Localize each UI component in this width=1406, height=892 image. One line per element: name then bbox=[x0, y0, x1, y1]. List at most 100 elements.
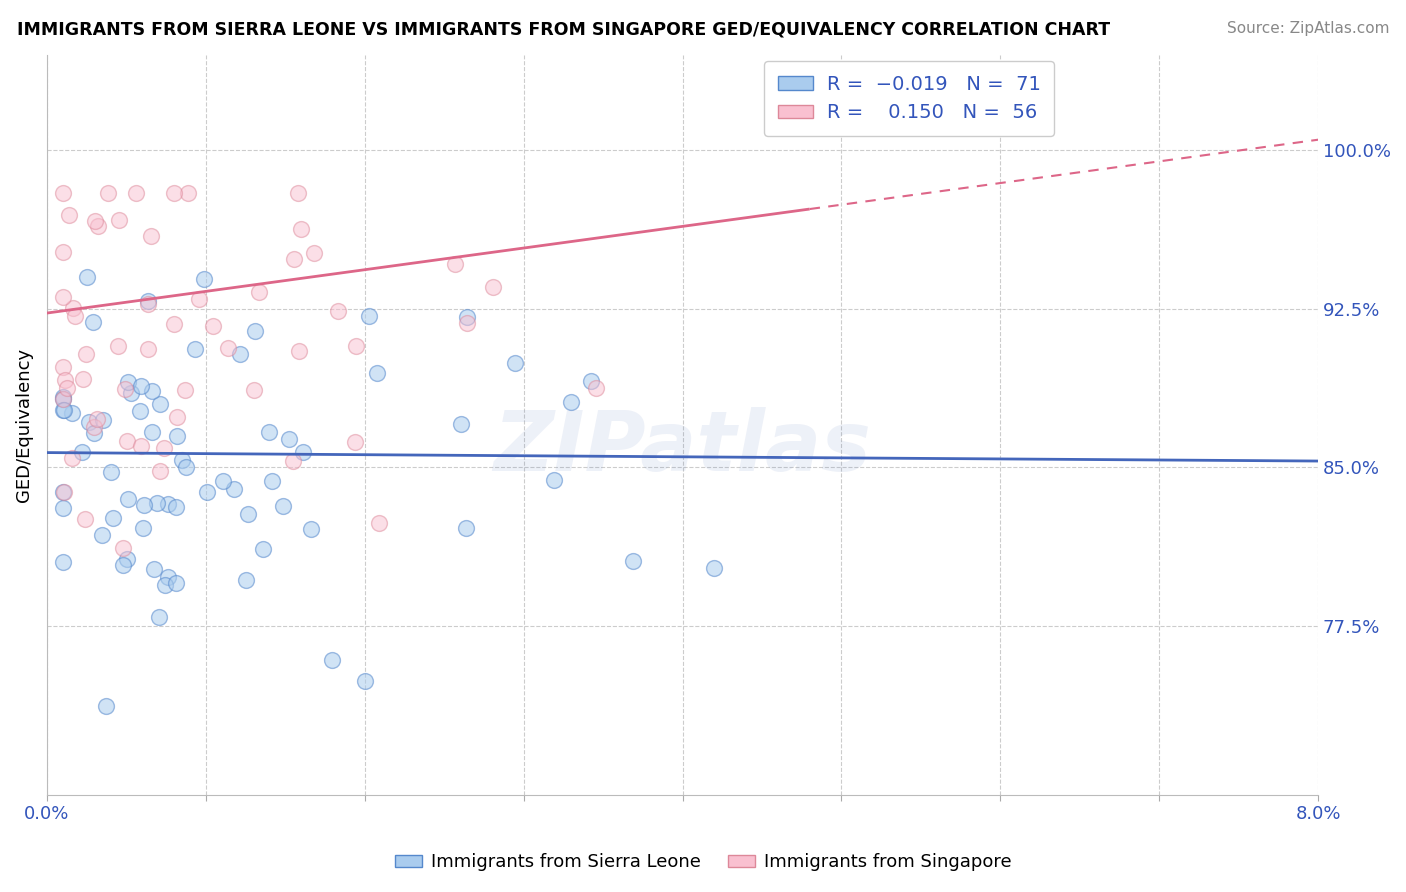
Point bbox=[70, 445, 93, 459]
Point bbox=[55, 381, 77, 395]
Legend: Immigrants from Sierra Leone, Immigrants from Singapore: Immigrants from Sierra Leone, Immigrants… bbox=[388, 847, 1018, 879]
Point bbox=[367, 516, 389, 530]
Point bbox=[87, 219, 110, 234]
Point bbox=[148, 609, 170, 624]
Point bbox=[247, 285, 270, 300]
Point bbox=[176, 186, 198, 200]
Point bbox=[456, 521, 478, 535]
Point bbox=[157, 570, 180, 584]
Point bbox=[52, 556, 75, 570]
Point bbox=[111, 558, 134, 573]
Point bbox=[136, 342, 159, 356]
Point bbox=[52, 500, 75, 515]
Point bbox=[101, 511, 124, 525]
Point bbox=[58, 208, 80, 222]
Point bbox=[146, 496, 169, 510]
Point bbox=[321, 653, 343, 667]
Point bbox=[96, 699, 118, 714]
Point bbox=[343, 435, 366, 450]
Point bbox=[201, 318, 224, 333]
Point bbox=[283, 252, 305, 266]
Point bbox=[163, 317, 186, 331]
Point bbox=[84, 213, 107, 227]
Point bbox=[224, 483, 246, 497]
Point bbox=[165, 576, 187, 591]
Point bbox=[53, 373, 76, 387]
Point bbox=[83, 420, 105, 434]
Point bbox=[217, 341, 239, 355]
Point bbox=[193, 272, 215, 286]
Point bbox=[579, 374, 602, 388]
Point bbox=[114, 382, 136, 396]
Point bbox=[52, 392, 75, 406]
Point bbox=[173, 383, 195, 397]
Point bbox=[141, 384, 163, 399]
Point bbox=[260, 474, 283, 488]
Point bbox=[97, 186, 120, 200]
Point bbox=[60, 451, 83, 466]
Point bbox=[83, 425, 105, 440]
Point bbox=[86, 412, 108, 426]
Point bbox=[141, 425, 163, 440]
Point bbox=[152, 442, 174, 456]
Point bbox=[73, 511, 96, 525]
Point bbox=[111, 541, 134, 555]
Point bbox=[149, 396, 172, 410]
Point bbox=[271, 499, 294, 513]
Point bbox=[52, 403, 75, 417]
Point bbox=[184, 342, 207, 356]
Point bbox=[52, 290, 75, 304]
Point bbox=[60, 406, 83, 420]
Point bbox=[117, 491, 139, 506]
Text: Source: ZipAtlas.com: Source: ZipAtlas.com bbox=[1226, 21, 1389, 36]
Y-axis label: GED/Equivalency: GED/Equivalency bbox=[15, 348, 32, 502]
Point bbox=[115, 551, 138, 566]
Point bbox=[211, 475, 233, 489]
Legend: R =  −0.019   N =  71, R =    0.150   N =  56: R = −0.019 N = 71, R = 0.150 N = 56 bbox=[765, 62, 1054, 136]
Point bbox=[278, 432, 301, 446]
Point bbox=[291, 445, 314, 459]
Point bbox=[354, 674, 377, 689]
Point bbox=[63, 310, 86, 324]
Point bbox=[107, 338, 129, 352]
Point bbox=[585, 381, 607, 395]
Point bbox=[543, 474, 565, 488]
Point bbox=[75, 346, 97, 360]
Point bbox=[456, 316, 478, 330]
Point bbox=[290, 222, 312, 236]
Point bbox=[139, 229, 162, 244]
Point bbox=[108, 212, 131, 227]
Point bbox=[76, 270, 98, 285]
Point bbox=[481, 280, 503, 294]
Point bbox=[344, 339, 367, 353]
Point bbox=[503, 356, 526, 370]
Point bbox=[72, 372, 94, 386]
Point bbox=[450, 417, 472, 432]
Point bbox=[93, 413, 115, 427]
Point bbox=[281, 454, 304, 468]
Point bbox=[560, 395, 582, 409]
Point bbox=[357, 309, 380, 323]
Point bbox=[165, 500, 187, 515]
Point bbox=[287, 186, 309, 200]
Point bbox=[52, 484, 75, 499]
Point bbox=[132, 521, 155, 535]
Point bbox=[188, 292, 211, 306]
Point bbox=[166, 429, 188, 443]
Point bbox=[52, 485, 75, 500]
Point bbox=[52, 392, 75, 406]
Point bbox=[52, 390, 75, 404]
Point bbox=[195, 484, 218, 499]
Point bbox=[235, 573, 257, 587]
Point bbox=[136, 296, 159, 310]
Point bbox=[621, 553, 644, 567]
Point bbox=[129, 404, 152, 418]
Point bbox=[236, 507, 259, 521]
Point bbox=[301, 522, 323, 536]
Point bbox=[120, 385, 142, 400]
Point bbox=[252, 541, 274, 556]
Point bbox=[90, 528, 112, 542]
Point bbox=[328, 303, 350, 318]
Point bbox=[129, 439, 152, 453]
Point bbox=[156, 497, 179, 511]
